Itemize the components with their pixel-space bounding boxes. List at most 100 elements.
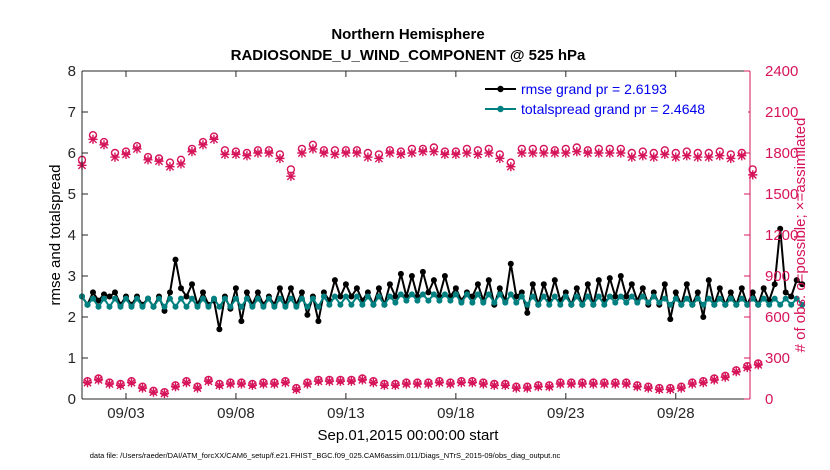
data-point-0-116 xyxy=(716,285,723,292)
data-point-1-39 xyxy=(293,303,300,310)
data-point-0-60 xyxy=(408,273,415,279)
data-point-0-16 xyxy=(167,289,173,296)
data-point-0-63 xyxy=(425,289,432,296)
data-point-0-114 xyxy=(705,277,712,284)
data-point-1-56 xyxy=(386,293,393,300)
data-point-1-3 xyxy=(95,303,102,310)
data-point-0-100 xyxy=(628,281,635,288)
data-point-1-81 xyxy=(524,301,531,308)
data-point-0-48 xyxy=(342,281,349,288)
obs-assimilated-point-81 xyxy=(522,383,532,393)
data-point-1-57 xyxy=(392,299,399,306)
data-point-1-23 xyxy=(205,303,212,310)
obs-assimilated-point-43 xyxy=(313,376,324,386)
data-point-1-100 xyxy=(628,293,635,300)
obs-assimilated-point-53 xyxy=(368,378,378,388)
data-point-1-93 xyxy=(590,301,597,308)
obs-assimilated-point-55 xyxy=(379,380,389,390)
data-point-1-20 xyxy=(189,295,195,302)
data-point-0-107 xyxy=(667,316,674,323)
y2-tick-label-2: 600 xyxy=(765,309,790,326)
data-point-1-79 xyxy=(513,299,520,306)
data-point-0-108 xyxy=(672,289,679,296)
obs-assimilated-point-50 xyxy=(352,148,362,158)
data-point-1-110 xyxy=(683,295,690,302)
obs-assimilated-point-114 xyxy=(704,152,714,162)
data-point-0-92 xyxy=(584,281,591,288)
data-point-0-28 xyxy=(232,285,239,292)
data-point-0-4 xyxy=(101,291,107,298)
y-axis-label: rmse and totalspread xyxy=(47,165,64,306)
data-point-0-40 xyxy=(298,289,305,296)
obs-assimilated-point-33 xyxy=(258,379,269,389)
obs-assimilated-point-123 xyxy=(753,360,763,370)
data-point-1-16 xyxy=(167,295,173,302)
obs-assimilated-point-110 xyxy=(682,151,692,161)
data-point-1-74 xyxy=(485,291,492,298)
obs-assimilated-point-48 xyxy=(341,148,351,158)
data-point-0-128 xyxy=(782,289,789,296)
obs-assimilated-point-99 xyxy=(621,379,631,389)
data-point-0-29 xyxy=(238,318,245,325)
obs-assimilated-point-79 xyxy=(511,383,521,393)
data-point-0-46 xyxy=(331,277,338,284)
obs-assimilated-point-16 xyxy=(165,162,175,172)
obs-assimilated-point-41 xyxy=(302,379,313,389)
data-point-0-22 xyxy=(200,289,206,296)
obs-assimilated-point-8 xyxy=(121,149,131,159)
plot-area xyxy=(82,71,750,399)
obs-assimilated-point-61 xyxy=(412,379,422,389)
data-point-1-60 xyxy=(408,291,415,298)
chart-subtitle: RADIOSONDE_U_WIND_COMPONENT @ 525 hPa xyxy=(231,47,586,64)
data-point-0-113 xyxy=(700,314,707,320)
y-tick-label-0: 0 xyxy=(68,391,76,408)
data-point-1-85 xyxy=(546,301,553,308)
obs-assimilated-point-12 xyxy=(143,155,153,165)
data-point-0-64 xyxy=(430,277,437,284)
data-point-0-110 xyxy=(683,281,690,288)
data-point-1-84 xyxy=(540,293,547,300)
obs-assimilated-point-20 xyxy=(187,147,197,157)
data-point-0-94 xyxy=(595,277,602,284)
data-point-0-99 xyxy=(623,293,630,300)
data-point-0-124 xyxy=(760,285,767,292)
obs-assimilated-point-47 xyxy=(335,376,346,386)
data-point-1-92 xyxy=(584,293,591,300)
x-tick-label-3: 09/18 xyxy=(437,405,475,422)
data-point-1-113 xyxy=(700,301,707,308)
data-point-1-7 xyxy=(117,303,124,310)
data-point-1-95 xyxy=(601,301,608,308)
data-point-1-116 xyxy=(716,295,723,302)
obs-assimilated-point-51 xyxy=(357,375,367,385)
obs-assimilated-point-54 xyxy=(374,153,384,164)
data-point-1-94 xyxy=(595,293,602,300)
obs-assimilated-point-3 xyxy=(93,375,104,385)
data-point-1-66 xyxy=(441,291,448,298)
y2-tick-label-1: 300 xyxy=(765,350,790,367)
data-point-1-2 xyxy=(90,295,96,302)
series-3 xyxy=(77,134,763,399)
y-tick-label-7: 7 xyxy=(68,104,76,121)
data-point-1-78 xyxy=(507,291,514,298)
legend-entry-spread: totalspread grand pr = 2.4648 xyxy=(485,101,705,117)
data-point-0-122 xyxy=(749,289,756,296)
obs-assimilated-point-23 xyxy=(203,376,214,386)
obs-assimilated-point-87 xyxy=(555,379,565,389)
obs-assimilated-point-4 xyxy=(99,140,109,150)
obs-assimilated-point-76 xyxy=(495,153,505,164)
data-point-1-76 xyxy=(496,291,503,298)
y-tick-label-5: 5 xyxy=(68,186,76,203)
y-tick-label-2: 2 xyxy=(68,309,76,326)
data-point-0-56 xyxy=(386,281,393,288)
legend-entry-rmse: rmse grand pr = 2.6193 xyxy=(485,81,667,97)
obs-assimilated-point-24 xyxy=(209,134,219,144)
obs-assimilated-point-38 xyxy=(286,171,296,181)
obs-assimilated-point-94 xyxy=(594,148,604,158)
data-point-0-72 xyxy=(474,281,481,288)
data-point-1-51 xyxy=(359,301,366,308)
data-point-1-8 xyxy=(123,295,129,302)
data-point-0-118 xyxy=(727,289,734,296)
data-point-1-14 xyxy=(156,295,162,302)
data-point-0-78 xyxy=(507,260,514,267)
obs-assimilated-point-74 xyxy=(484,148,494,158)
